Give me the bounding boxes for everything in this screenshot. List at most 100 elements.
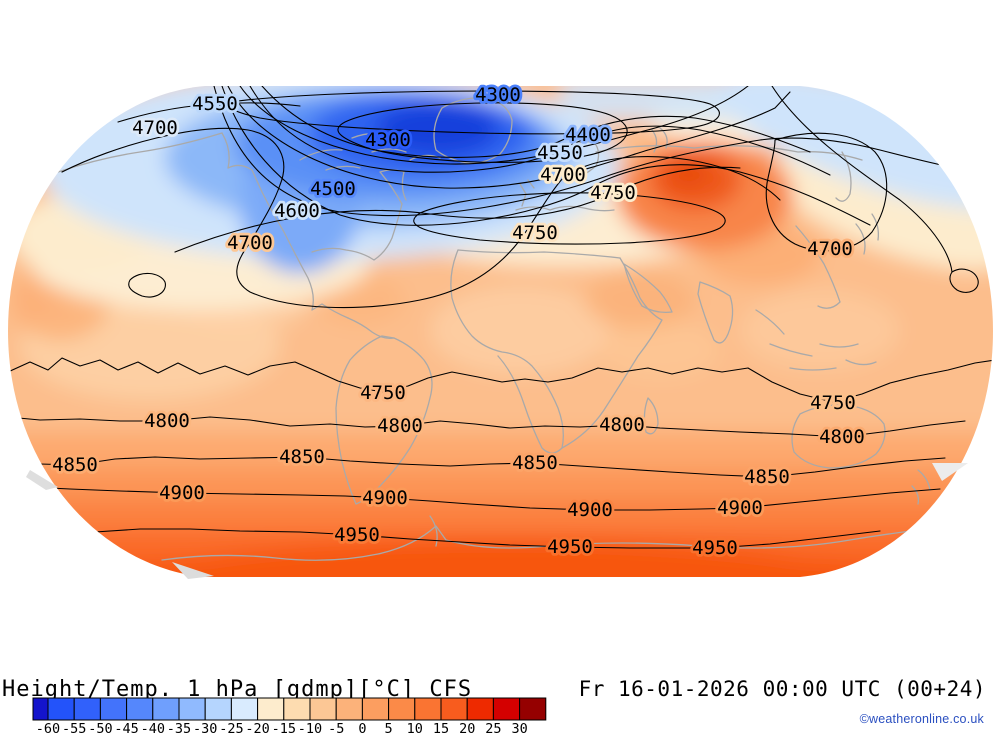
colorbar-segment — [388, 697, 416, 721]
height-contour — [213, 86, 993, 217]
height-contour — [29, 486, 941, 511]
copyright-link[interactable]: ©weatheronline.co.uk — [859, 712, 984, 726]
colorbar-tick: -5 — [328, 721, 344, 733]
contour-lines — [8, 86, 993, 549]
height-contour — [765, 132, 888, 252]
coastline-path — [561, 257, 663, 449]
contour-label: 4800 — [599, 414, 645, 436]
coastline-path — [57, 132, 223, 173]
coastline-path — [911, 469, 931, 505]
height-contour — [174, 166, 741, 253]
coastline-path — [347, 317, 395, 340]
colorbar-tick: -15 — [272, 721, 296, 733]
coastline-path — [855, 213, 880, 255]
colorbar-segment — [47, 697, 75, 721]
height-contour — [413, 192, 726, 245]
contour-label: 4950 — [692, 537, 738, 559]
contour-label: 4800 — [819, 426, 865, 448]
height-contour — [261, 86, 811, 158]
coastline-path — [795, 225, 841, 309]
colorbar-segment — [414, 697, 442, 721]
colorbar-segment — [361, 697, 390, 721]
contour-label: 4300 — [365, 129, 411, 151]
coastline-path — [433, 97, 513, 164]
colorbar-segment — [335, 697, 363, 721]
contour-label: 4900 — [159, 482, 205, 504]
temperature-colorbar: -60 -55 -50 -45 -40 -35 -30 -25 -20 -15 -10 -5 0 5 10 1… — [32, 697, 547, 733]
height-contour — [94, 528, 881, 549]
contour-label: 4500 — [310, 178, 356, 200]
contour-label: 4700 — [540, 164, 586, 186]
height-contour — [239, 86, 749, 165]
contour-label: 4750 — [360, 382, 406, 404]
coastline-path — [429, 515, 438, 547]
contour-label: 4900 — [567, 499, 613, 521]
height-contour — [61, 127, 781, 309]
temperature-field — [8, 86, 993, 577]
height-contour — [8, 416, 966, 438]
colorbar-tick: 20 — [459, 721, 475, 733]
colorbar-tick: 25 — [485, 721, 501, 733]
coastline-path — [335, 335, 433, 505]
coastline-path — [311, 203, 403, 261]
contour-label: 4850 — [52, 454, 98, 476]
contour-label: 4400 — [565, 124, 611, 146]
colorbar-tick: 5 — [385, 721, 393, 733]
colorbar-tick: 30 — [511, 721, 527, 733]
height-contour — [221, 86, 871, 226]
colorbar-tick: 15 — [433, 721, 449, 733]
height-contour — [8, 456, 946, 478]
colorbar-tick: -60 — [36, 721, 60, 733]
contour-label: 4950 — [334, 524, 380, 546]
colorbar-tick: -20 — [245, 721, 269, 733]
coastline-path — [161, 525, 939, 561]
contour-label: 4750 — [512, 222, 558, 244]
height-contour — [771, 86, 953, 273]
colorbar-segment — [230, 697, 259, 721]
colorbar-tick: -35 — [167, 721, 191, 733]
coastline-path — [457, 249, 621, 259]
colorbar-tick: -25 — [219, 721, 243, 733]
colorbar-segment — [32, 697, 49, 721]
coastline-path — [221, 132, 349, 319]
colorbar-tick: 10 — [407, 721, 423, 733]
colorbar-segment — [178, 697, 206, 721]
colorbar-segment — [519, 697, 547, 721]
colorbar-segment — [204, 697, 232, 721]
coastline-path — [835, 151, 852, 202]
coastline-path — [791, 404, 886, 469]
colorbar-segment — [440, 697, 468, 721]
contour-label: 4850 — [744, 466, 790, 488]
colorbar-segment — [73, 697, 101, 721]
contour-label: 4550 — [537, 142, 583, 164]
colorbar-segment — [152, 697, 180, 721]
coastline-path — [697, 281, 734, 344]
valid-datetime: Fr 16-01-2026 00:00 UTC (00+24) — [578, 677, 986, 701]
height-contour — [228, 90, 720, 135]
colorbar-segment — [309, 697, 337, 721]
colorbar-segment — [492, 697, 521, 721]
contour-label: 4300 — [475, 84, 521, 106]
coastline-path — [623, 263, 673, 314]
colorbar-tick: -40 — [141, 721, 165, 733]
projection-edge-artifacts — [26, 463, 968, 579]
contour-label: 4550 — [192, 93, 238, 115]
colorbar-segment — [466, 697, 494, 721]
colorbar-segment — [126, 697, 154, 721]
colorbar-tick: -50 — [88, 721, 112, 733]
colorbar-segment — [257, 697, 285, 721]
colorbar-segment — [283, 697, 311, 721]
contour-label: 4600 — [274, 200, 320, 222]
coastline-path — [595, 145, 863, 161]
colorbar-tick: -10 — [298, 721, 322, 733]
colorbar-tick: 0 — [358, 721, 366, 733]
contour-label: 4950 — [547, 536, 593, 558]
height-contour — [249, 86, 831, 176]
height-contour — [337, 102, 628, 163]
height-contour — [128, 272, 166, 298]
contour-label: 4750 — [810, 392, 856, 414]
contour-label: 4700 — [132, 117, 178, 139]
